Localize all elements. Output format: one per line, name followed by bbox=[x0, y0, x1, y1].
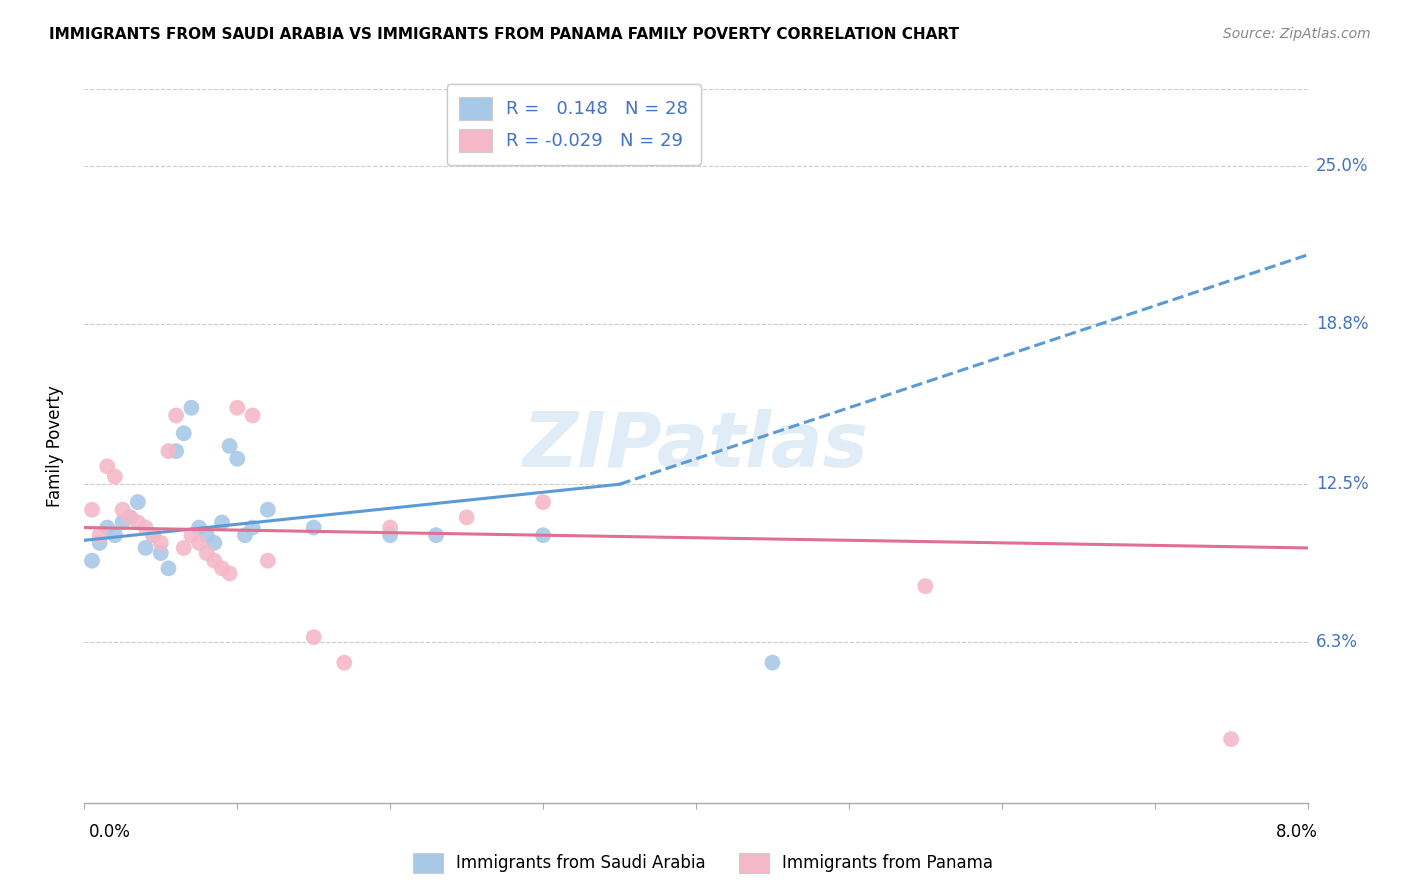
Point bbox=[120, 510, 142, 524]
Point bbox=[257, 554, 280, 568]
Point bbox=[80, 502, 103, 516]
Point bbox=[89, 528, 111, 542]
Point bbox=[135, 520, 157, 534]
Point bbox=[1220, 732, 1243, 747]
Point bbox=[257, 502, 280, 516]
Point bbox=[173, 541, 195, 555]
Point bbox=[188, 536, 211, 550]
Point bbox=[180, 401, 202, 415]
Point bbox=[142, 528, 165, 542]
Point bbox=[333, 656, 356, 670]
Point bbox=[157, 444, 180, 458]
Point bbox=[302, 630, 325, 644]
Point bbox=[211, 561, 233, 575]
Point bbox=[218, 566, 240, 581]
Point bbox=[104, 528, 127, 542]
Text: Source: ZipAtlas.com: Source: ZipAtlas.com bbox=[1223, 27, 1371, 41]
Point bbox=[173, 426, 195, 441]
Point bbox=[89, 536, 111, 550]
Text: IMMIGRANTS FROM SAUDI ARABIA VS IMMIGRANTS FROM PANAMA FAMILY POVERTY CORRELATIO: IMMIGRANTS FROM SAUDI ARABIA VS IMMIGRAN… bbox=[49, 27, 959, 42]
Point bbox=[242, 409, 264, 423]
Point bbox=[135, 541, 157, 555]
Text: 25.0%: 25.0% bbox=[1316, 157, 1368, 175]
Point bbox=[180, 528, 202, 542]
Point bbox=[111, 516, 134, 530]
Point bbox=[226, 451, 249, 466]
Point bbox=[127, 516, 149, 530]
Point bbox=[165, 409, 187, 423]
Point bbox=[111, 502, 134, 516]
Point bbox=[302, 520, 325, 534]
Point bbox=[120, 510, 142, 524]
Point bbox=[127, 495, 149, 509]
Legend: Immigrants from Saudi Arabia, Immigrants from Panama: Immigrants from Saudi Arabia, Immigrants… bbox=[406, 847, 1000, 880]
Point bbox=[96, 459, 118, 474]
Text: ZIPatlas: ZIPatlas bbox=[523, 409, 869, 483]
Point bbox=[149, 536, 172, 550]
Y-axis label: Family Poverty: Family Poverty bbox=[45, 385, 63, 507]
Point bbox=[157, 561, 180, 575]
Point bbox=[425, 528, 447, 542]
Text: 0.0%: 0.0% bbox=[89, 822, 131, 840]
Point bbox=[380, 528, 402, 542]
Text: 8.0%: 8.0% bbox=[1275, 822, 1317, 840]
Text: 12.5%: 12.5% bbox=[1316, 475, 1368, 493]
Point bbox=[202, 554, 225, 568]
Point bbox=[188, 520, 211, 534]
Point bbox=[104, 469, 127, 483]
Point bbox=[233, 528, 256, 542]
Point bbox=[211, 516, 233, 530]
Point bbox=[242, 520, 264, 534]
Point bbox=[202, 536, 225, 550]
Point bbox=[531, 495, 554, 509]
Point bbox=[761, 656, 783, 670]
Point bbox=[226, 401, 249, 415]
Text: 6.3%: 6.3% bbox=[1316, 633, 1358, 651]
Point bbox=[531, 528, 554, 542]
Point bbox=[142, 528, 165, 542]
Point bbox=[96, 520, 118, 534]
Point bbox=[914, 579, 936, 593]
Point bbox=[149, 546, 172, 560]
Point bbox=[380, 520, 402, 534]
Point bbox=[218, 439, 240, 453]
Legend: R =   0.148   N = 28, R = -0.029   N = 29: R = 0.148 N = 28, R = -0.029 N = 29 bbox=[447, 84, 700, 165]
Point bbox=[456, 510, 478, 524]
Text: 18.8%: 18.8% bbox=[1316, 315, 1368, 333]
Point bbox=[80, 554, 103, 568]
Point bbox=[195, 528, 218, 542]
Point bbox=[165, 444, 187, 458]
Point bbox=[195, 546, 218, 560]
